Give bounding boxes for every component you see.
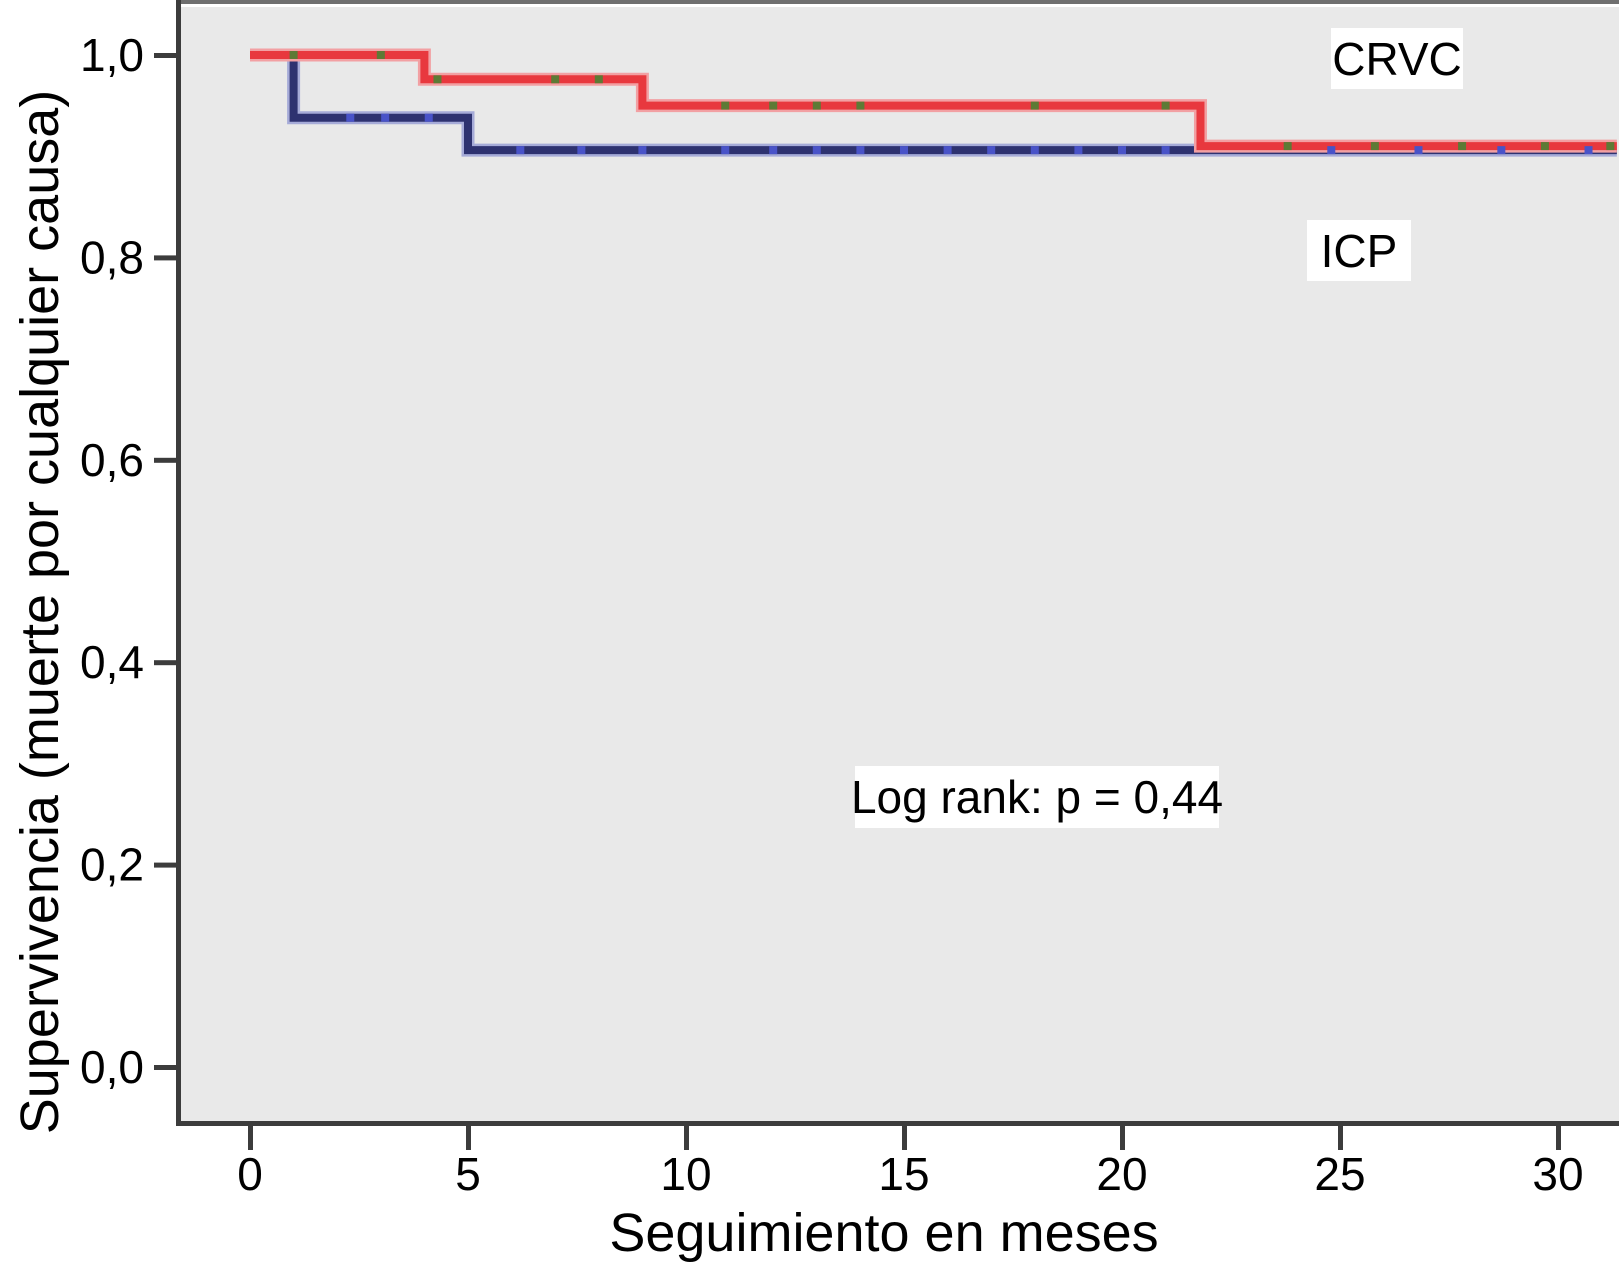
icp-censor-mark [1030,146,1039,155]
y-tick-label: 0,0 [80,1041,144,1093]
icp-curve-label: ICP [1307,220,1411,281]
y-tick-label: 0,6 [80,434,144,486]
y-tick [154,660,176,666]
y-tick [154,457,176,463]
icp-censor-mark [346,113,355,122]
crvc-curve [250,51,1617,151]
crvc-censor-mark [1606,142,1615,151]
y-tick-label: 1,0 [80,29,144,81]
icp-censor-mark [900,146,908,155]
x-axis-line [176,1121,1619,1126]
crvc-censor-mark [1458,142,1467,151]
x-tick [248,1126,253,1150]
icp-censor-mark [1414,146,1423,155]
crvc-censor-mark [1161,101,1170,110]
icp-censor-mark [638,146,647,155]
y-tick [154,53,176,58]
plot-area-bg [181,7,1619,1121]
y-tick [154,862,176,868]
crvc-censor-mark [1370,142,1379,151]
x-tick-label: 25 [1314,1148,1365,1200]
icp-censor-mark [812,146,821,155]
icp-censor-mark [769,146,778,155]
icp-censor-mark [1327,146,1336,155]
icp-censor-mark [943,146,952,155]
icp-censor-mark [987,146,996,155]
icp-censor-mark [424,113,433,122]
x-tick [902,1126,907,1150]
y-tick-label: 0,2 [80,839,144,891]
series-layer [250,48,1617,157]
crvc-censor-mark [376,51,385,59]
x-tick-label: 5 [455,1148,481,1200]
icp-censor-mark [1584,146,1593,155]
censor-layer [289,51,1615,155]
icp-censor-mark [577,146,586,155]
x-tick-label: 0 [237,1148,263,1200]
x-tick [1338,1126,1343,1150]
ticks-layer: 0,0 0,2 0,4 0,6 0,8 1,0 0 5 10 15 20 25 30 [80,29,1584,1200]
crvc-censor-mark [721,101,730,110]
x-tick-label: 10 [660,1148,711,1200]
x-tick-label: 30 [1532,1148,1583,1200]
y-axis-title: Supervivencia (muerte por cualquier caus… [10,89,70,1135]
x-axis-title: Seguimiento en meses [609,1203,1159,1263]
crvc-censor-mark [551,75,560,84]
logrank-annotation: Log rank: p = 0,44 [851,766,1223,828]
y-tick-label: 0,4 [80,636,144,688]
crvc-censor-mark [289,51,298,59]
icp-censor-mark [1118,146,1126,155]
x-tick [466,1126,471,1150]
y-tick-label: 0,8 [80,231,144,283]
crvc-censor-mark [769,101,778,110]
y-axis-line [176,0,181,1126]
crvc-censor-mark [1030,101,1039,110]
crvc-censor-mark [856,101,865,110]
crvc-curve-label: CRVC [1331,28,1463,89]
plot-top-border [176,0,1619,4]
icp-censor-mark [381,113,390,122]
icp-censor-mark [1497,146,1506,155]
x-tick-label: 20 [1096,1148,1147,1200]
y-tick [154,255,176,261]
icp-censor-mark [516,146,525,155]
x-tick [1120,1126,1125,1150]
icp-censor-mark [856,146,865,155]
crvc-censor-mark [433,75,442,84]
x-tick [684,1126,689,1150]
x-tick-label: 15 [878,1148,929,1200]
icp-censor-mark [721,146,730,155]
crvc-censor-mark [594,75,603,84]
y-tick [154,1065,176,1070]
crvc-censor-mark [812,101,821,110]
x-tick [1556,1126,1561,1150]
icp-censor-mark [1074,146,1083,155]
icp-censor-mark [1161,146,1170,155]
crvc-censor-mark [1540,142,1549,151]
crvc-censor-mark [1283,142,1292,151]
